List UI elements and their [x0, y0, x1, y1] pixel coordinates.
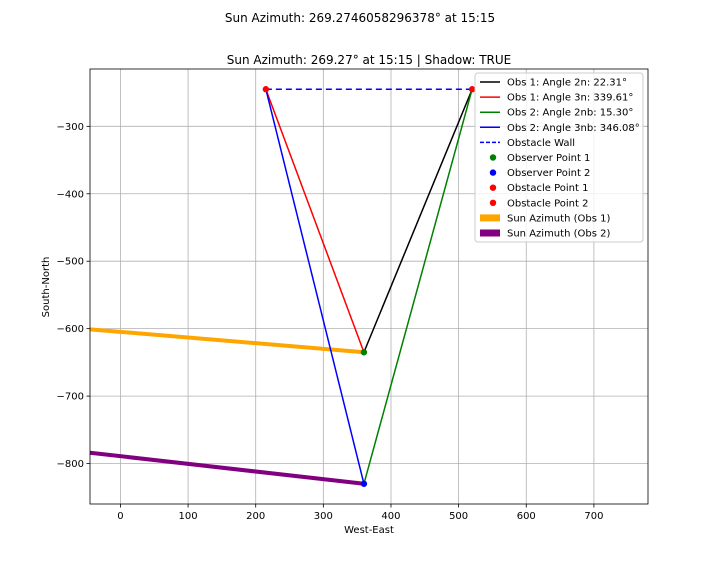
legend-label: Obstacle Point 1 [507, 183, 588, 194]
axis-ticks: 0 100 200 300 400 500 600 700 −300 −400 −500 −600 −7… [57, 122, 604, 522]
plot-series [89, 86, 476, 487]
legend-label: Obstacle Point 2 [507, 198, 588, 209]
x-tick-label: 200 [246, 511, 265, 522]
series-line-obs-1-angle-3n-339-61- [265, 88, 365, 353]
legend-label: Obs 1: Angle 2n: 22.31° [507, 78, 627, 89]
plot-frame [89, 68, 649, 505]
figure-suptitle: Sun Azimuth: 269.2746058296378° at 15:15 [225, 11, 495, 25]
marker-observer-point-2 [360, 480, 368, 487]
x-axis-label: West-East [344, 525, 394, 536]
legend-marker [489, 154, 497, 161]
chart-title: Sun Azimuth: 269.27° at 15:15 | Shadow: … [227, 53, 511, 67]
y-tick-label: −600 [57, 324, 84, 335]
legend: Obs 1: Angle 2n: 22.31° Obs 1: Angle 3n: … [474, 72, 644, 243]
legend-marker [489, 184, 497, 191]
x-tick-label: 400 [381, 511, 400, 522]
legend-marker [489, 169, 497, 176]
legend-label: Obstacle Wall [507, 138, 575, 149]
series-line-obs-1-angle-2n-22-31- [363, 88, 473, 353]
legend-marker [489, 199, 497, 206]
x-tick-label: 0 [117, 511, 123, 522]
x-tick-label: 700 [584, 511, 603, 522]
legend-label: Observer Point 2 [507, 168, 590, 179]
y-tick-label: −300 [57, 122, 84, 133]
x-tick-label: 300 [314, 511, 333, 522]
legend-label: Sun Azimuth (Obs 2) [507, 229, 610, 240]
marker-observer-point-1 [360, 349, 368, 356]
marker-obstacle-point-1 [262, 86, 270, 93]
series-line-sun-azimuth-obs-1- [89, 327, 365, 355]
x-tick-label: 600 [517, 511, 536, 522]
legend-label: Obs 2: Angle 2nb: 15.30° [507, 108, 633, 119]
marker-obstacle-point-2 [468, 86, 476, 93]
y-axis-label: South-North [41, 257, 52, 318]
legend-label: Obs 1: Angle 3n: 339.61° [507, 93, 633, 104]
series-line-obs-2-angle-2nb-15-30- [363, 89, 473, 484]
y-tick-label: −400 [57, 189, 84, 200]
series-line-obs-2-angle-3nb-346-08- [265, 89, 365, 484]
y-tick-label: −700 [57, 392, 84, 403]
legend-swatch [480, 229, 500, 237]
y-tick-label: −800 [57, 459, 84, 470]
legend-box [474, 72, 644, 243]
legend-label: Observer Point 1 [507, 153, 590, 164]
x-tick-label: 500 [449, 511, 468, 522]
legend-swatch [480, 214, 500, 222]
y-tick-label: −500 [57, 257, 84, 268]
legend-label: Sun Azimuth (Obs 1) [507, 213, 610, 224]
x-tick-label: 100 [179, 511, 198, 522]
legend-label: Obs 2: Angle 3nb: 346.08° [507, 123, 640, 134]
series-line-sun-azimuth-obs-2- [89, 450, 365, 486]
